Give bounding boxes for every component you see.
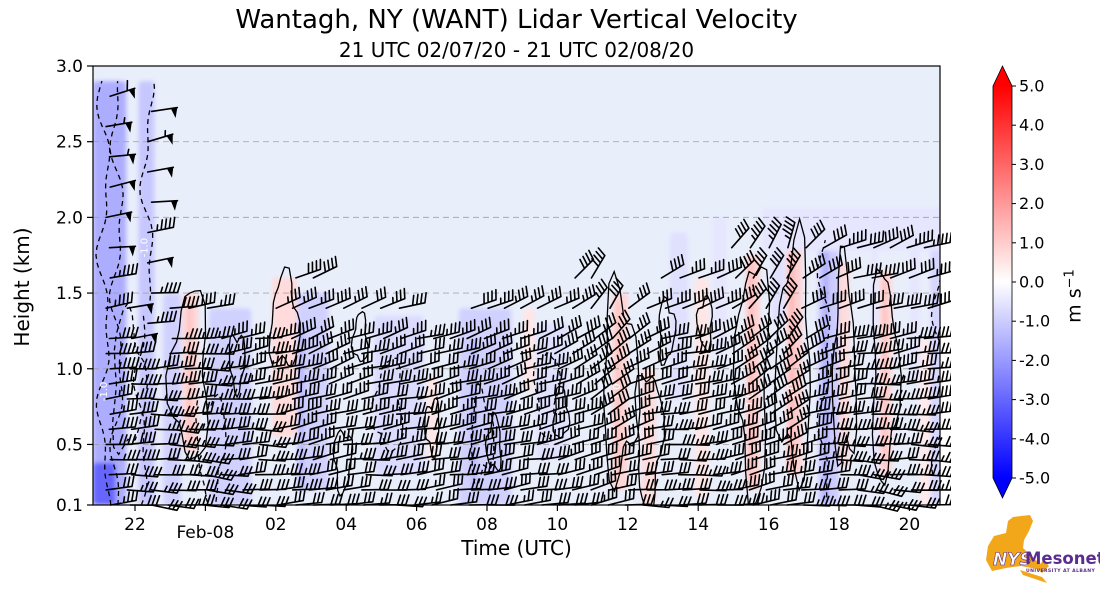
y-tick-label: 2.5	[56, 133, 83, 153]
velocity-shading-band	[789, 255, 794, 468]
velocity-shading-band	[187, 300, 192, 445]
colorbar-unit-exponent: −1	[1062, 269, 1078, 289]
y-tick-label: 3.0	[56, 57, 83, 77]
colorbar-tick-label: 5.0	[1019, 77, 1044, 96]
wind-barb-strokes	[105, 79, 951, 512]
velocity-shading-band	[427, 376, 438, 460]
chart-title: Wantagh, NY (WANT) Lidar Vertical Veloci…	[235, 5, 798, 35]
velocity-shading-band	[694, 277, 709, 498]
long-island-swoosh-icon	[1020, 570, 1047, 583]
logo-tagline-text: UNIVERSITY AT ALBANY	[1026, 568, 1096, 574]
colorbar-tick-label: -1.0	[1019, 312, 1050, 331]
y-tick-label: 1.0	[56, 360, 83, 380]
negative-velocity-contour	[95, 80, 940, 505]
colorbar-ticks: 5.0 4.0 3.0 2.0 1.0 0.0 -1.0 -2.0 -3.0 -4.0 -5.0	[1012, 77, 1050, 488]
x-tick-label: 14	[687, 515, 709, 535]
contour-value-label: 1.0	[786, 384, 797, 400]
y-axis-label: Height (km)	[10, 227, 34, 347]
contour-value-label: 1.0	[612, 384, 623, 400]
velocity-shading-band	[761, 208, 940, 251]
x-axis-label: Time (UTC)	[461, 536, 572, 560]
velocity-shading-band	[670, 232, 688, 400]
x-tick-label: 02	[265, 515, 287, 535]
colorbar-tick-label: 4.0	[1019, 116, 1044, 135]
mesonet-logo: NYS Mesonet UNIVERSITY AT ALBANY	[978, 506, 1101, 600]
colorbar	[992, 65, 1013, 499]
chart-subtitle: 21 UTC 02/07/20 - 21 UTC 02/08/20	[338, 38, 695, 62]
contour-value-label: -1.0	[99, 382, 110, 402]
velocity-shading-band	[93, 462, 116, 505]
x-tick-label: 16	[758, 515, 780, 535]
colorbar-tick-label: -2.0	[1019, 351, 1050, 370]
colorbar-unit-label: m s−1	[1062, 269, 1085, 323]
logo-name-text: Mesonet	[1025, 549, 1100, 568]
plot-frame	[92, 65, 941, 506]
x-tick-label: 12	[617, 515, 639, 535]
x-tick-label: 22	[124, 515, 146, 535]
ny-state-icon	[986, 515, 1049, 573]
colorbar-tick-label: 1.0	[1019, 233, 1044, 252]
y-tick-label: 1.5	[56, 284, 83, 304]
x-axis-ticks: 22 Feb-08 02 04 06 08 10 12 14 16 18 20	[124, 505, 920, 543]
colorbar-tick-label: 2.0	[1019, 194, 1044, 213]
velocity-shading-band	[712, 217, 727, 354]
colorbar-tick-label: -3.0	[1019, 390, 1050, 409]
wind-barb-layer	[105, 79, 951, 512]
velocity-shading-band	[839, 262, 850, 468]
y-tick-label: 2.0	[56, 208, 83, 228]
contour-value-label: -1.0	[139, 238, 150, 258]
colorbar-unit-base: m s	[1063, 288, 1086, 323]
x-tick-label: 06	[406, 515, 428, 535]
x-tick-label: 08	[476, 515, 498, 535]
y-axis-ticks: 3.0 2.5 2.0 1.5 1.0 0.5 0.1	[56, 57, 93, 516]
x-tick-label: 18	[828, 515, 850, 535]
x-tick-label: 20	[899, 515, 921, 535]
colorbar-tick-label: 3.0	[1019, 155, 1044, 174]
contour-value-label: 1.0	[877, 384, 888, 400]
x-tick-label: Feb-08	[176, 523, 234, 543]
colorbar-tick-label: -5.0	[1019, 469, 1050, 488]
colorbar-tick-label: -4.0	[1019, 429, 1050, 448]
mesonet-logo-canvas: NYS Mesonet UNIVERSITY AT ALBANY	[986, 515, 1101, 583]
logo-org-text: NYS	[993, 550, 1032, 570]
x-tick-label: 10	[547, 515, 569, 535]
y-tick-label: 0.5	[56, 435, 83, 455]
y-tick-label: 0.1	[56, 496, 83, 516]
x-tick-label: 04	[335, 515, 357, 535]
colorbar-tick-label: 0.0	[1019, 273, 1044, 292]
colorbar-bar	[992, 65, 1013, 499]
